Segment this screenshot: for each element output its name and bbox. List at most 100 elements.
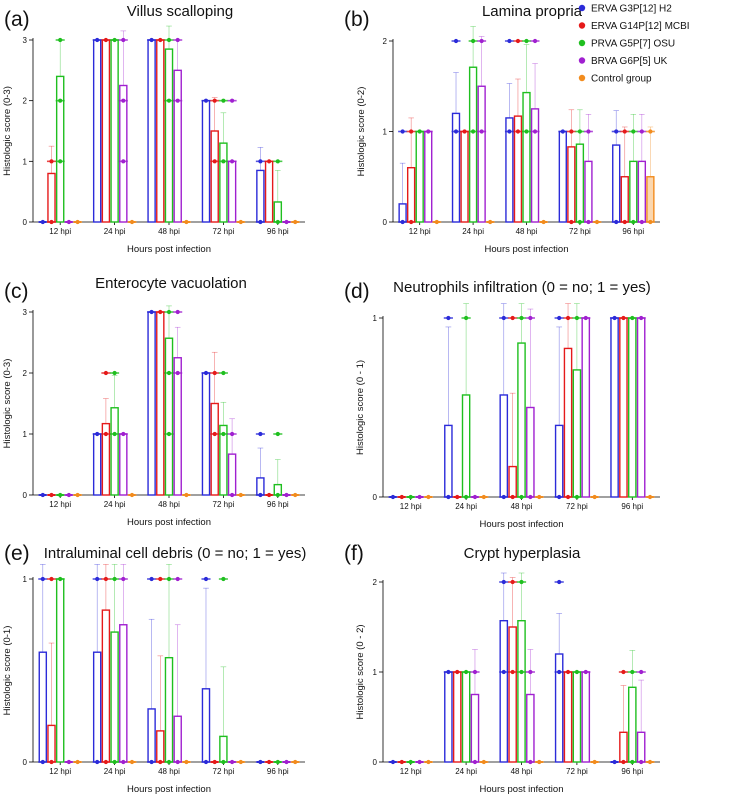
series-mark-group	[147, 576, 157, 765]
data-point	[112, 576, 117, 582]
series-mark-group	[470, 649, 480, 765]
chart-panel-2: (c) Enterocyte vacuolation 0 1 2 3 Histologic …	[2, 275, 305, 528]
data-point	[293, 759, 298, 765]
data-point	[175, 759, 180, 765]
series-mark-group	[423, 759, 434, 765]
data-point	[284, 219, 289, 225]
series-mark-group	[290, 492, 300, 498]
series-mark-group	[406, 494, 416, 500]
data-point	[621, 315, 626, 321]
bar	[55, 578, 65, 763]
data-point	[258, 431, 263, 437]
x-tick-label: 96 hpi	[267, 500, 289, 509]
data-point	[510, 669, 515, 675]
data-point	[417, 494, 422, 500]
data-point	[510, 579, 515, 585]
data-point	[639, 219, 644, 225]
data-point	[630, 315, 635, 321]
series-mark-group	[636, 315, 646, 498]
data-point	[112, 37, 117, 43]
x-tick-label: 24 hpi	[104, 500, 126, 509]
x-axis-label: Hours post infection	[127, 784, 211, 795]
y-axis-label: Histologic score (0-3)	[2, 86, 13, 176]
bar	[227, 453, 237, 496]
data-point	[40, 759, 45, 765]
bar	[173, 69, 182, 223]
series-mark-group	[73, 759, 83, 765]
data-point	[577, 129, 583, 134]
legend-item: Control group	[578, 74, 652, 85]
bar	[47, 724, 56, 763]
bar	[92, 651, 102, 763]
y-axis-label: Histologic score (0-3)	[2, 359, 13, 449]
series-mark-group	[164, 305, 174, 496]
data-point	[426, 759, 431, 765]
data-point	[446, 315, 451, 321]
series-mark-group	[227, 759, 237, 765]
data-point	[66, 492, 72, 498]
bar	[210, 402, 219, 496]
data-point	[284, 492, 289, 498]
x-tick-label: 24 hpi	[104, 767, 126, 776]
series-mark-group	[460, 129, 470, 223]
bar	[563, 671, 573, 763]
series-mark-group	[530, 38, 540, 223]
data-point	[390, 494, 396, 500]
series-mark-group	[558, 129, 568, 223]
bar	[499, 394, 509, 498]
series-mark-group	[255, 431, 265, 498]
series-mark-group	[236, 219, 246, 225]
y-tick-label: 0	[23, 758, 28, 767]
panel-label: (e)	[4, 542, 30, 565]
data-point	[565, 669, 571, 675]
bar	[646, 176, 655, 223]
data-point	[212, 370, 217, 376]
data-point	[221, 759, 226, 765]
data-point	[528, 669, 533, 675]
series-mark-group	[218, 576, 228, 765]
bar	[47, 172, 56, 223]
series-mark-group	[92, 564, 102, 765]
data-point	[258, 219, 263, 225]
data-point	[49, 159, 54, 164]
series-mark-group	[73, 492, 83, 498]
data-point	[577, 219, 583, 225]
data-point	[434, 219, 439, 225]
bar	[119, 624, 128, 763]
series-mark-group	[255, 759, 265, 765]
data-point	[519, 494, 524, 500]
series-mark-group	[575, 109, 585, 225]
series-mark-group	[201, 98, 211, 223]
series-mark-group	[406, 759, 416, 765]
data-point	[95, 37, 100, 43]
data-point	[519, 579, 524, 585]
series-mark-group	[281, 219, 292, 225]
series-mark-group	[479, 494, 489, 500]
bar	[468, 66, 478, 223]
bar	[173, 715, 182, 763]
data-point	[472, 669, 478, 675]
y-axis-label: Histologic score (0 - 1)	[355, 360, 366, 455]
bar	[156, 311, 165, 496]
bar	[636, 731, 646, 763]
data-point	[409, 129, 414, 134]
data-point	[648, 219, 653, 225]
bar	[554, 424, 564, 498]
data-point	[612, 759, 617, 765]
x-tick-label: 12 hpi	[409, 227, 431, 236]
series-mark-group	[255, 147, 265, 225]
data-point	[472, 494, 478, 500]
series-mark-group	[164, 564, 174, 765]
x-tick-label: 12 hpi	[400, 767, 422, 776]
series-mark-group	[218, 370, 228, 496]
series-mark-group	[563, 303, 573, 500]
bar	[110, 631, 119, 763]
series-mark-group	[55, 37, 65, 223]
panel-title: Intraluminal cell debris (0 = no; 1 = ye…	[44, 545, 307, 562]
data-point	[471, 38, 476, 44]
data-point	[121, 98, 126, 103]
data-point	[95, 759, 100, 765]
series-mark-group	[627, 315, 637, 498]
data-point	[647, 759, 653, 765]
bar	[444, 671, 453, 763]
